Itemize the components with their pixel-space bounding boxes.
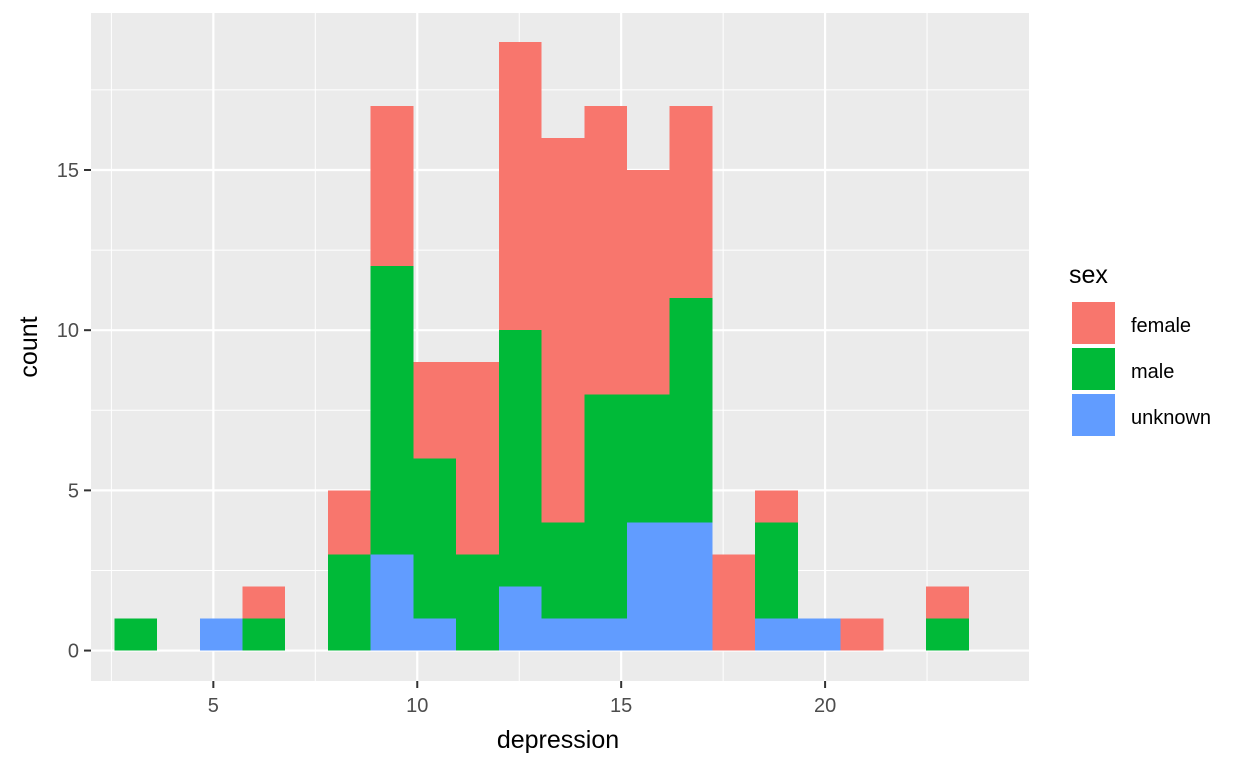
bar-male-bin-15 — [755, 522, 798, 619]
bar-unknown-bin-7 — [413, 618, 457, 651]
bar-female-bin-3 — [242, 586, 286, 619]
bar-female-bin-12 — [627, 169, 670, 395]
x-axis: 5 10 15 20 — [208, 681, 836, 717]
legend-key-male — [1070, 346, 1117, 392]
bar-female-bin-14 — [712, 554, 756, 651]
x-tick-label: 10 — [406, 695, 428, 717]
bar-male-bin-3 — [242, 618, 286, 651]
x-tick-label: 15 — [610, 695, 632, 717]
bar-male-bin-6 — [370, 266, 414, 555]
legend-item-male: male — [1070, 346, 1174, 392]
bar-male-bin-5 — [327, 554, 371, 651]
bar-female-bin-6 — [370, 105, 414, 267]
bar-female-bin-5 — [327, 490, 371, 555]
bar-unknown-bin-16 — [797, 618, 841, 651]
bar-female-bin-10 — [541, 137, 585, 523]
bar-unknown-bin-2 — [199, 618, 243, 651]
bar-unknown-bin-11 — [584, 618, 628, 651]
bar-male-bin-9 — [498, 330, 542, 587]
legend-label-unknown: unknown — [1131, 407, 1211, 429]
bar-female-bin-9 — [498, 41, 542, 331]
histogram-bars — [114, 41, 969, 651]
bar-female-bin-17 — [840, 618, 884, 651]
y-tick-label: 15 — [57, 160, 79, 182]
y-axis: 0 5 10 15 — [57, 160, 91, 663]
y-tick-label: 0 — [68, 641, 79, 663]
bar-male-bin-8 — [456, 554, 499, 651]
legend-item-unknown: unknown — [1070, 392, 1211, 438]
bar-unknown-bin-10 — [541, 618, 585, 651]
bar-male-bin-10 — [541, 522, 585, 619]
bar-male-bin-13 — [669, 298, 713, 523]
legend-title: sex — [1069, 261, 1108, 289]
legend-key-unknown — [1070, 392, 1117, 438]
bar-female-bin-19 — [926, 586, 969, 619]
y-tick-label: 10 — [57, 320, 79, 342]
bar-female-bin-7 — [413, 362, 457, 459]
x-tick-label: 20 — [814, 695, 836, 717]
bar-unknown-bin-13 — [669, 522, 713, 651]
y-tick-label: 5 — [68, 480, 79, 502]
bar-unknown-bin-15 — [755, 618, 798, 651]
bar-male-bin-0 — [114, 618, 158, 651]
bar-male-bin-19 — [926, 618, 969, 651]
bar-male-bin-7 — [413, 458, 457, 619]
bar-male-bin-12 — [627, 394, 670, 523]
legend-label-male: male — [1131, 361, 1174, 383]
bar-female-bin-15 — [755, 490, 798, 523]
bar-unknown-bin-6 — [370, 554, 414, 651]
legend-item-female: female — [1070, 300, 1191, 346]
bar-unknown-bin-9 — [498, 586, 542, 651]
bar-female-bin-8 — [456, 362, 499, 555]
bar-female-bin-13 — [669, 105, 713, 299]
bar-male-bin-11 — [584, 394, 628, 619]
bar-unknown-bin-12 — [627, 522, 670, 651]
legend-label-female: female — [1131, 315, 1191, 337]
legend: sex female male unknown — [1069, 261, 1211, 438]
bar-female-bin-11 — [584, 105, 628, 395]
y-axis-title: count — [15, 316, 43, 377]
legend-key-female — [1070, 300, 1117, 346]
x-tick-label: 5 — [208, 695, 219, 717]
x-axis-title: depression — [497, 726, 619, 754]
